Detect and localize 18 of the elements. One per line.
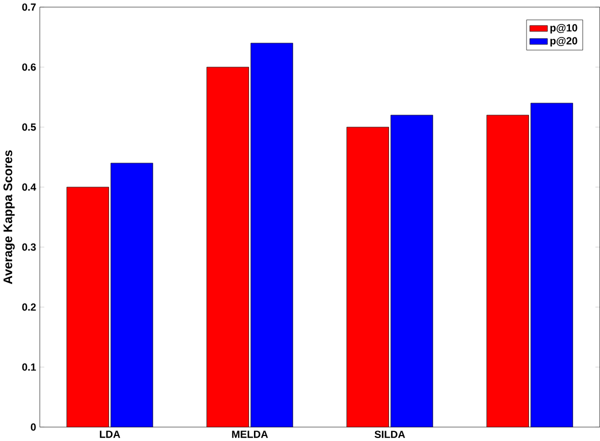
x-tick-label: LDA [100, 430, 120, 438]
bar [486, 114, 529, 427]
y-tick-label: 0.3 [22, 243, 36, 251]
bar [346, 126, 389, 427]
y-axis-title: Average Kappa Scores [3, 150, 15, 284]
y-tick-label: 0.7 [22, 3, 36, 11]
legend-label: p@10 [550, 24, 578, 34]
y-tick-label: 0.6 [22, 63, 36, 71]
bar [66, 186, 110, 427]
legend-label: p@20 [550, 36, 578, 46]
y-tick-label: 0 [30, 423, 36, 430]
y-tick-label: 0.5 [22, 123, 36, 131]
bar [206, 66, 249, 427]
y-tick-label: 0.4 [22, 183, 36, 191]
x-tick-label: SILDA [374, 430, 406, 438]
x-tick-label: MELDA [232, 430, 268, 438]
y-tick-label: 0.2 [22, 303, 36, 310]
y-tick-label: 0.1 [22, 363, 36, 370]
